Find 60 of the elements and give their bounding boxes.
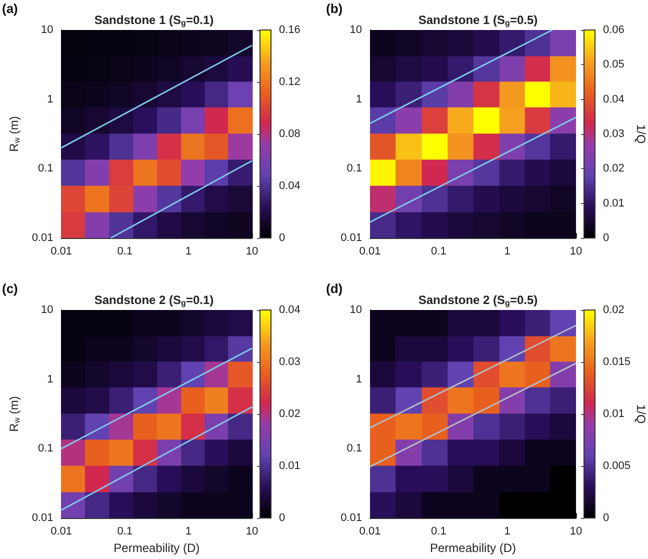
- x-tick-label: 1: [504, 246, 510, 258]
- color-bar-label: 0: [603, 512, 610, 524]
- x-axis-title: Permeability (D): [114, 541, 200, 555]
- color-bar-label: 0.05: [603, 58, 624, 71]
- color-bar-label: 0.01: [279, 460, 300, 472]
- x-tick-label: 1: [185, 246, 192, 258]
- color-bar-label: 0.02: [279, 408, 300, 420]
- x-tick-label: 0.1: [117, 246, 133, 258]
- color-bar-label: 0.015: [603, 356, 631, 368]
- y-tick-label: 0.1: [346, 442, 362, 455]
- x-tick-label: 0.1: [431, 246, 446, 258]
- color-bar-label: 0.04: [279, 304, 300, 316]
- x-tick-label: 10: [570, 246, 582, 258]
- y-tick-label: 10: [41, 304, 54, 316]
- color-bar-label: 0.01: [603, 408, 624, 420]
- y-axis-title: Rw (m): [7, 396, 22, 432]
- text: (c): [2, 281, 18, 296]
- y-tick-label: 0.01: [32, 232, 54, 244]
- y-tick-label: 0.1: [38, 162, 54, 175]
- color-bar-label: 0.03: [603, 128, 624, 140]
- color-bar-label: 0.03: [279, 356, 300, 368]
- y-tick-label: 1: [356, 93, 362, 106]
- x-tick-label: 10: [246, 246, 258, 258]
- color-bar-label: 0.06: [603, 24, 624, 36]
- color-bar-label: 0.04: [279, 180, 300, 192]
- color-bar-label: 0.01: [603, 197, 624, 210]
- y-tick-label: 0.01: [32, 512, 54, 524]
- color-bar-label: 0: [279, 232, 286, 244]
- color-bar-label: 0: [279, 512, 286, 524]
- color-bar-label: 0.04: [603, 93, 624, 106]
- text: (d): [326, 281, 343, 296]
- x-tick-label: 0.1: [117, 526, 133, 538]
- color-bar-label: 0: [603, 232, 610, 244]
- color-bar-label: 0.02: [603, 304, 624, 316]
- x-axis-title: Permeability (D): [430, 541, 516, 555]
- x-tick-label: 1: [185, 526, 192, 538]
- y-tick-label: 10: [350, 24, 362, 36]
- color-bar-title: 1/Q: [634, 404, 648, 424]
- y-tick-label: 1: [356, 373, 362, 386]
- x-tick-label: 10: [246, 526, 258, 538]
- color-bar-label: 0.005: [603, 460, 631, 472]
- color-bar-label: 0.16: [279, 24, 300, 36]
- color-bar-title: 1/Q: [634, 124, 648, 144]
- color-bar-label: 0.08: [279, 128, 300, 140]
- y-tick-label: 10: [350, 304, 362, 316]
- x-tick-label: 1: [504, 526, 510, 538]
- x-tick-label: 10: [570, 526, 582, 538]
- text: (a): [2, 1, 18, 16]
- x-tick-label: 0.1: [431, 526, 446, 538]
- y-tick-label: 10: [41, 24, 54, 36]
- y-tick-label: 1: [47, 373, 54, 386]
- color-bar-label: 0.02: [603, 162, 624, 175]
- y-tick-label: 0.01: [340, 232, 362, 244]
- y-tick-label: 0.01: [340, 512, 362, 524]
- color-bar-label: 0.12: [279, 76, 300, 88]
- y-axis-title: Rw (m): [7, 116, 22, 152]
- y-tick-label: 0.1: [38, 442, 54, 455]
- y-tick-label: 1: [47, 93, 54, 106]
- text: (b): [326, 1, 343, 16]
- y-tick-label: 0.1: [346, 162, 362, 175]
